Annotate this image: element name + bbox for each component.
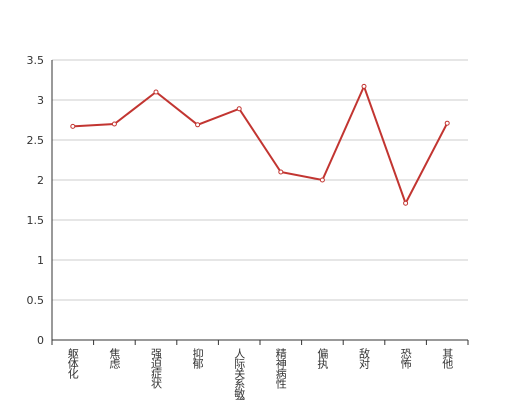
y-tick-label: 2 <box>37 174 44 187</box>
x-tick-label: 偏执 <box>316 347 329 370</box>
x-tick-label: 人际关系敏感 <box>233 348 246 400</box>
y-tick-label: 2.5 <box>27 134 45 147</box>
point <box>361 83 367 89</box>
y-tick-label: 1.5 <box>27 214 45 227</box>
point <box>319 177 325 183</box>
x-tick-label: 躯体化 <box>66 348 79 380</box>
point <box>195 122 201 128</box>
x-tick-label: 抑郁 <box>191 347 204 369</box>
y-tick-label: 0 <box>37 334 44 347</box>
y-tick-label: 0.5 <box>27 294 45 307</box>
y-tick-label: 3.5 <box>27 54 45 67</box>
x-tick-label: 敌对 <box>358 347 371 369</box>
point <box>278 169 284 175</box>
point <box>236 106 242 112</box>
point <box>70 123 76 129</box>
x-tick-label: 精神病性 <box>274 348 287 390</box>
x-tick-label: 焦虑 <box>108 348 121 369</box>
x-tick-label: 恐怖 <box>399 348 412 369</box>
y-tick-label: 1 <box>37 254 44 267</box>
line <box>72 83 449 206</box>
point <box>444 120 450 126</box>
point <box>153 89 159 95</box>
x-tick-label: 其他 <box>441 348 454 369</box>
x-tick-label: 强迫症状 <box>150 348 163 389</box>
point <box>111 121 117 127</box>
point <box>403 200 409 206</box>
y-tick-label: 3 <box>37 94 44 107</box>
